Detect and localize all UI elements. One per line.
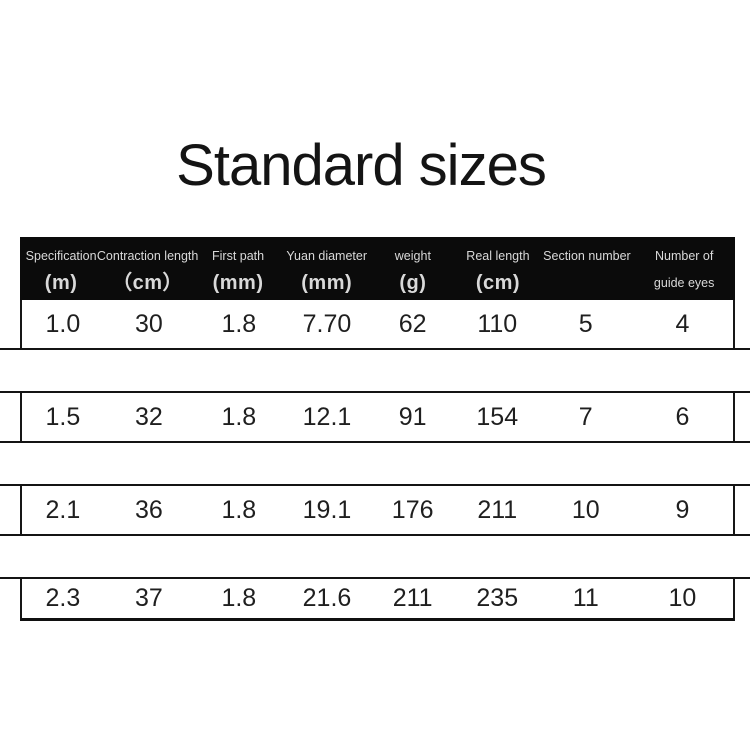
table-cell: 91 (398, 402, 427, 431)
column-unit: （cm） (112, 272, 184, 294)
table-header-row: Specification (m) Contraction length （cm… (20, 237, 735, 300)
table-row: 1.5 32 1.8 12.1 91 154 7 6 (20, 393, 735, 441)
column-label: Real length (466, 249, 530, 263)
column-label: Number of (654, 249, 714, 263)
table-cell: 19.1 (302, 495, 352, 524)
table-cell: 62 (398, 309, 427, 338)
column-label: First path (212, 249, 265, 263)
table-cell: 32 (134, 402, 163, 431)
column-label: weight (394, 249, 431, 263)
column-label: Contraction length (96, 249, 199, 263)
table-cell: 6 (675, 402, 690, 431)
standard-sizes-table: Specification (m) Contraction length （cm… (0, 237, 750, 621)
table-cell: 5 (578, 309, 593, 338)
table-cell: 154 (476, 402, 519, 431)
table-row: 2.1 36 1.8 19.1 176 211 10 9 (20, 486, 735, 534)
table-cell: 10 (571, 495, 600, 524)
table-cell: 1.0 (45, 309, 81, 338)
page-title: Standard sizes (176, 132, 547, 198)
spacer-row (0, 534, 750, 579)
column-header-real-length: Real length (cm) (455, 237, 540, 300)
table-cell: 235 (476, 584, 519, 612)
column-label: Section number (543, 249, 631, 263)
table-cell: 4 (675, 309, 690, 338)
column-label-line2: guide eyes (653, 275, 715, 290)
table-cell: 36 (134, 495, 163, 524)
table-cell: 1.8 (221, 402, 257, 431)
table-cell: 9 (675, 495, 690, 524)
table-cell: 211 (477, 495, 518, 524)
table-cell: 12.1 (302, 402, 352, 431)
table-cell: 1.8 (221, 584, 257, 612)
table-row: 1.0 30 1.8 7.70 62 110 5 4 (20, 300, 735, 348)
column-unit: (cm) (475, 272, 521, 294)
column-header-contraction-length: Contraction length （cm） (97, 237, 198, 300)
table-cell: 30 (134, 309, 163, 338)
column-unit: (m) (44, 272, 78, 294)
table-cell: 37 (134, 584, 163, 612)
column-label: Yuan diameter (286, 249, 367, 263)
table-cell: 2.3 (45, 584, 81, 612)
table-cell: 1.8 (221, 309, 257, 338)
column-header-specification: Specification (m) (20, 237, 102, 300)
spacer-row (0, 441, 750, 486)
table-cell: 1.5 (45, 402, 81, 431)
column-header-number-of-guide-eyes: Number of guide eyes (633, 237, 735, 300)
table-cell: 176 (391, 495, 434, 524)
table-cell: 21.6 (302, 584, 352, 612)
table-cell: 2.1 (45, 495, 81, 524)
spacer-row (0, 348, 750, 393)
table-cell: 1.8 (221, 495, 257, 524)
table-cell: 211 (392, 584, 433, 612)
column-header-section-number: Section number (540, 237, 633, 300)
table-cell: 7.70 (302, 309, 352, 338)
column-header-first-path: First path (mm) (193, 237, 283, 300)
table-cell: 7 (578, 402, 593, 431)
table-cell: 110 (477, 309, 518, 338)
column-unit: (mm) (212, 272, 264, 294)
column-unit: (mm) (301, 272, 353, 294)
table-row: 2.3 37 1.8 21.6 211 235 11 10 (20, 579, 735, 621)
column-header-weight: weight (g) (370, 237, 455, 300)
column-unit: (g) (399, 272, 427, 294)
column-label: Specification (25, 249, 97, 263)
table-cell: 10 (668, 584, 697, 612)
column-header-yuan-diameter: Yuan diameter (mm) (283, 237, 370, 300)
table-cell: 11 (572, 584, 599, 612)
